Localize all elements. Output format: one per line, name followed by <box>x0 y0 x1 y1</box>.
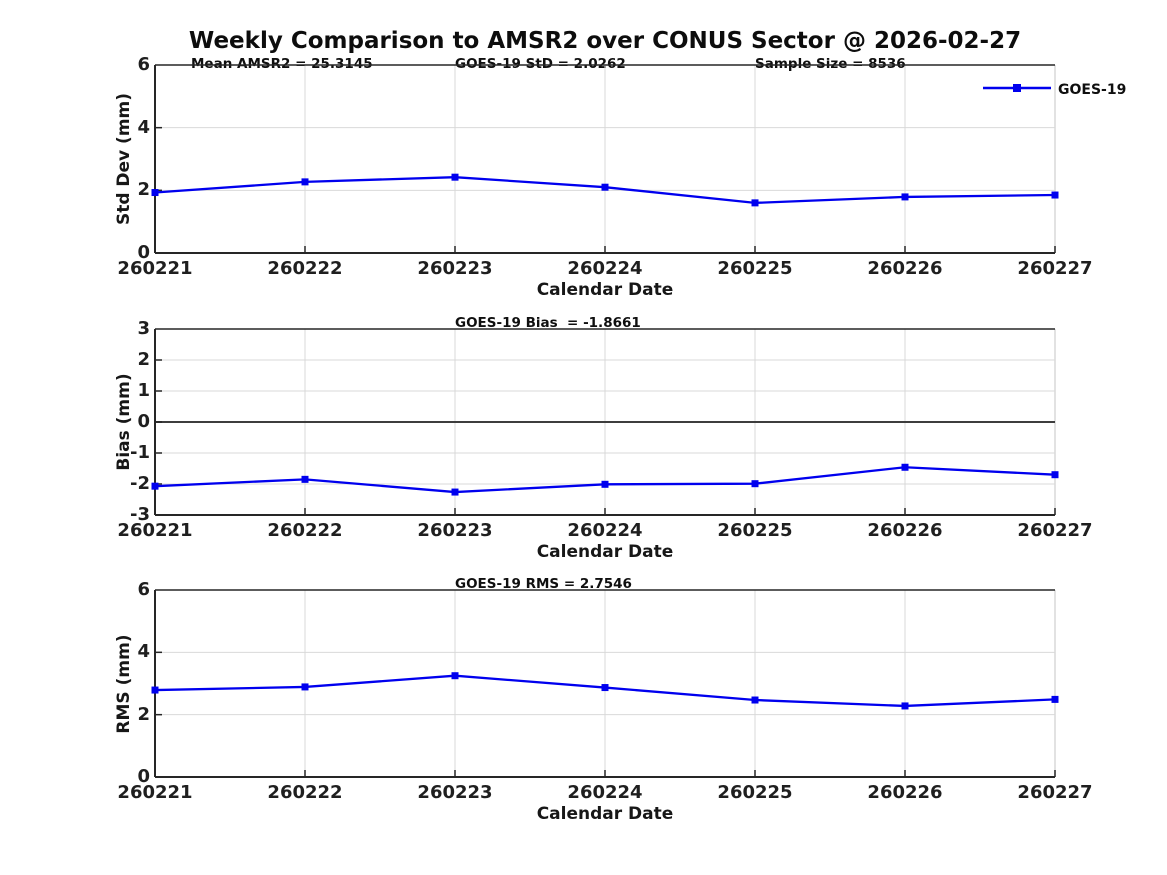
x-tick-label: 260223 <box>417 520 493 541</box>
data-point-marker <box>301 475 309 483</box>
data-point-marker <box>451 488 459 496</box>
figure-title: Weekly Comparison to AMSR2 over CONUS Se… <box>188 28 1022 54</box>
data-point-marker <box>1051 191 1059 199</box>
x-tick-label: 260227 <box>1017 520 1093 541</box>
x-tick-label: 260227 <box>1017 782 1093 803</box>
x-axis-label: Calendar Date <box>536 804 674 824</box>
data-line <box>154 466 1056 494</box>
y-tick-label: 2 <box>137 349 150 370</box>
data-point-marker <box>151 482 159 490</box>
y-axis-label: RMS (mm) <box>114 633 134 734</box>
x-tick-label: 260222 <box>267 520 343 541</box>
annotation-goes19-bias: GOES-19 Bias = -1.8661 <box>455 315 641 331</box>
data-point-marker <box>901 702 909 710</box>
x-tick-label: 260222 <box>267 782 343 803</box>
legend: GOES-19 <box>983 79 1126 101</box>
x-axis-label: Calendar Date <box>536 542 674 562</box>
y-tick-label: -1 <box>130 442 150 463</box>
data-point-marker <box>901 193 909 201</box>
plot-area-bias <box>151 328 1059 516</box>
data-point-marker <box>601 480 609 488</box>
x-tick-label: 260221 <box>117 782 193 803</box>
axes-svg <box>151 64 1059 254</box>
y-tick-label: -2 <box>130 473 150 494</box>
data-point-marker <box>151 686 159 694</box>
annotation-goes19-std: GOES-19 StD = 2.0262 <box>455 56 626 72</box>
data-point-marker <box>901 463 909 471</box>
plot-area-stddev <box>151 64 1059 254</box>
axes-svg <box>151 328 1059 516</box>
y-tick-label: -3 <box>130 504 150 525</box>
y-axis-label: Std Dev (mm) <box>114 92 134 226</box>
x-tick-label: 260223 <box>417 258 493 279</box>
annotation-sample-size: Sample Size = 8536 <box>755 56 906 72</box>
x-tick-label: 260227 <box>1017 258 1093 279</box>
y-tick-label: 6 <box>137 579 150 600</box>
legend-line-icon <box>983 79 1051 101</box>
annotation-goes19-rms: GOES-19 RMS = 2.7546 <box>455 576 632 592</box>
axes-svg <box>151 589 1059 778</box>
y-tick-label: 4 <box>137 641 150 663</box>
y-tick-label: 1 <box>137 380 150 401</box>
y-tick-label: 6 <box>137 54 150 75</box>
x-tick-label: 260221 <box>117 258 193 279</box>
y-tick-label: 0 <box>137 242 150 263</box>
x-tick-label: 260225 <box>717 782 793 803</box>
data-point-marker <box>751 696 759 704</box>
data-point-marker <box>751 480 759 488</box>
x-tick-label: 260226 <box>867 782 943 803</box>
data-point-marker <box>301 683 309 691</box>
legend-label: GOES-19 <box>1058 82 1127 98</box>
x-tick-label: 260225 <box>717 258 793 279</box>
y-axis-label: Bias (mm) <box>114 373 134 471</box>
data-point-marker <box>601 684 609 692</box>
x-tick-label: 260226 <box>867 258 943 279</box>
x-tick-label: 260224 <box>567 258 643 279</box>
y-tick-label: 0 <box>137 411 150 432</box>
annotation-mean-amsr2: Mean AMSR2 = 25.3145 <box>191 56 373 72</box>
y-tick-label: 3 <box>137 318 150 339</box>
data-point-marker <box>751 199 759 207</box>
x-tick-label: 260222 <box>267 258 343 279</box>
x-tick-label: 260221 <box>117 520 193 541</box>
x-axis-label: Calendar Date <box>536 280 674 300</box>
y-tick-label: 0 <box>137 766 150 787</box>
data-point-marker <box>151 189 159 197</box>
data-point-marker <box>301 178 309 186</box>
x-tick-label: 260223 <box>417 782 493 803</box>
x-tick-label: 260225 <box>717 520 793 541</box>
data-point-marker <box>451 173 459 181</box>
y-tick-label: 2 <box>137 179 150 201</box>
data-point-marker <box>1051 695 1059 703</box>
y-tick-label: 2 <box>137 703 150 725</box>
data-line <box>154 176 1056 205</box>
data-point-marker <box>601 183 609 191</box>
data-line <box>154 674 1056 708</box>
data-point-marker <box>451 672 459 680</box>
y-tick-label: 4 <box>137 116 150 138</box>
x-tick-label: 260224 <box>567 520 643 541</box>
x-tick-label: 260224 <box>567 782 643 803</box>
plot-area-rms <box>151 589 1059 778</box>
x-tick-label: 260226 <box>867 520 943 541</box>
data-point-marker <box>1051 471 1059 479</box>
